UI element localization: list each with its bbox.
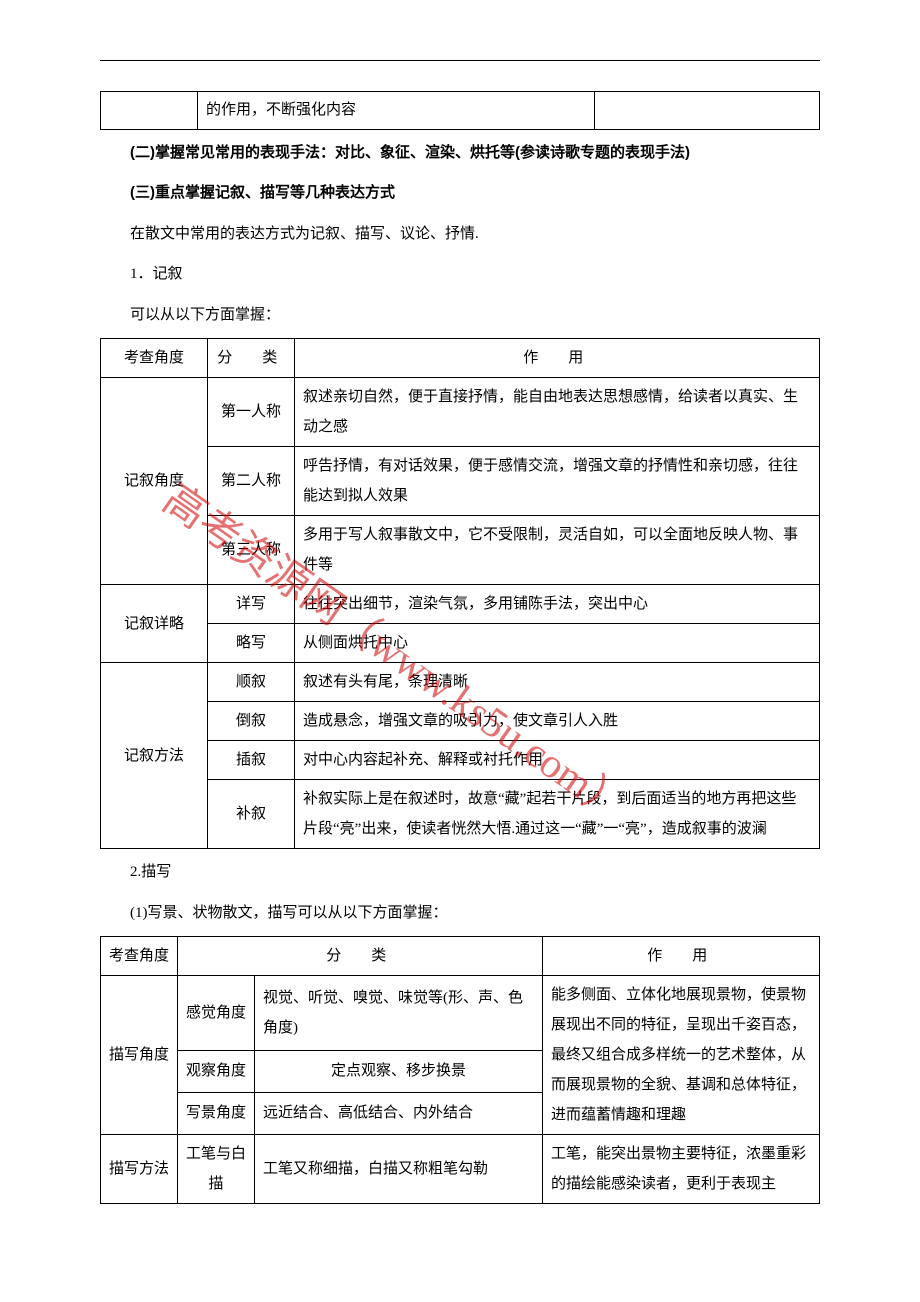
table-description: 考查角度 分 类 作 用 描写角度 感觉角度 视觉、听觉、嗅觉、味觉等(形、声、… xyxy=(100,936,820,1204)
table-header-row: 考查角度 分 类 作 用 xyxy=(101,339,820,378)
cell-angle: 描写角度 xyxy=(101,976,178,1135)
document-page: 高考资源网（www.ks5u.com） 的作用，不断强化内容 (二)掌握常见常用… xyxy=(0,0,920,1244)
cell-type: 略写 xyxy=(208,624,295,663)
section-1-title: 1．记叙 xyxy=(100,257,820,292)
cell-type: 定点观察、移步换景 xyxy=(255,1050,543,1092)
section-2-title: 2.描写 xyxy=(100,855,820,890)
table-row: 第三人称 多用于写人叙事散文中，它不受限制，灵活自如，可以全面地反映人物、事件等 xyxy=(101,516,820,585)
col-angle: 考查角度 xyxy=(101,339,208,378)
col-type: 分 类 xyxy=(208,339,295,378)
cell-angle: 记叙方法 xyxy=(101,663,208,849)
cell-type: 第三人称 xyxy=(208,516,295,585)
cell-use: 往往突出细节，渲染气氛，多用铺陈手法，突出中心 xyxy=(295,585,820,624)
cell-type: 详写 xyxy=(208,585,295,624)
cell-use: 叙述亲切自然，便于直接抒情，能自由地表达思想感情，给读者以真实、生动之感 xyxy=(295,378,820,447)
cell-angle: 记叙详略 xyxy=(101,585,208,663)
cell-sub: 感觉角度 xyxy=(178,976,255,1051)
cell-empty xyxy=(595,92,820,130)
cell-type: 倒叙 xyxy=(208,702,295,741)
cell-type: 远近结合、高低结合、内外结合 xyxy=(255,1092,543,1134)
cell-use: 造成悬念，增强文章的吸引力，使文章引人入胜 xyxy=(295,702,820,741)
cell-use: 补叙实际上是在叙述时，故意“藏”起若干片段，到后面适当的地方再把这些片段“亮”出… xyxy=(295,780,820,849)
heading-three: (三)重点掌握记叙、描写等几种表达方式 xyxy=(100,176,820,211)
table-row: 倒叙 造成悬念，增强文章的吸引力，使文章引人入胜 xyxy=(101,702,820,741)
cell-use: 对中心内容起补充、解释或衬托作用 xyxy=(295,741,820,780)
cell-type: 补叙 xyxy=(208,780,295,849)
cell-type: 第一人称 xyxy=(208,378,295,447)
col-angle: 考查角度 xyxy=(101,937,178,976)
cell-type: 顺叙 xyxy=(208,663,295,702)
cell-sub: 观察角度 xyxy=(178,1050,255,1092)
fragment-table: 的作用，不断强化内容 xyxy=(100,91,820,130)
cell-type: 工笔又称细描，白描又称粗笔勾勒 xyxy=(255,1135,543,1204)
cell-use: 从侧面烘托中心 xyxy=(295,624,820,663)
table-row: 的作用，不断强化内容 xyxy=(101,92,820,130)
cell-sub: 工笔与白描 xyxy=(178,1135,255,1204)
col-use: 作 用 xyxy=(543,937,820,976)
section-1-intro: 可以从以下方面掌握： xyxy=(100,298,820,333)
cell-angle: 记叙角度 xyxy=(101,378,208,585)
heading-two: (二)掌握常见常用的表现手法：对比、象征、渲染、烘托等(参读诗歌专题的表现手法) xyxy=(100,136,820,171)
cell-sub: 写景角度 xyxy=(178,1092,255,1134)
table-row: 略写 从侧面烘托中心 xyxy=(101,624,820,663)
paragraph: 在散文中常用的表达方式为记叙、描写、议论、抒情. xyxy=(100,217,820,252)
table-row: 记叙详略 详写 往往突出细节，渲染气氛，多用铺陈手法，突出中心 xyxy=(101,585,820,624)
table-row: 描写方法 工笔与白描 工笔又称细描，白描又称粗笔勾勒 工笔，能突出景物主要特征，… xyxy=(101,1135,820,1204)
cell-use: 多用于写人叙事散文中，它不受限制，灵活自如，可以全面地反映人物、事件等 xyxy=(295,516,820,585)
section-2-intro: (1)写景、状物散文，描写可以从以下方面掌握： xyxy=(100,896,820,931)
col-type: 分 类 xyxy=(178,937,543,976)
cell-type: 第二人称 xyxy=(208,447,295,516)
table-row: 补叙 补叙实际上是在叙述时，故意“藏”起若干片段，到后面适当的地方再把这些片段“… xyxy=(101,780,820,849)
cell-angle: 描写方法 xyxy=(101,1135,178,1204)
cell-use: 能多侧面、立体化地展现景物，使景物展现出不同的特征，呈现出千姿百态，最终又组合成… xyxy=(543,976,820,1135)
table-row: 记叙角度 第一人称 叙述亲切自然，便于直接抒情，能自由地表达思想感情，给读者以真… xyxy=(101,378,820,447)
col-use: 作 用 xyxy=(295,339,820,378)
table-narration: 考查角度 分 类 作 用 记叙角度 第一人称 叙述亲切自然，便于直接抒情，能自由… xyxy=(100,338,820,849)
cell-type: 插叙 xyxy=(208,741,295,780)
table-row: 插叙 对中心内容起补充、解释或衬托作用 xyxy=(101,741,820,780)
table-row: 记叙方法 顺叙 叙述有头有尾，条理清晰 xyxy=(101,663,820,702)
table-row: 描写角度 感觉角度 视觉、听觉、嗅觉、味觉等(形、声、色角度) 能多侧面、立体化… xyxy=(101,976,820,1051)
table-row: 第二人称 呼告抒情，有对话效果，便于感情交流，增强文章的抒情性和亲切感，往往能达… xyxy=(101,447,820,516)
cell-use: 呼告抒情，有对话效果，便于感情交流，增强文章的抒情性和亲切感，往往能达到拟人效果 xyxy=(295,447,820,516)
cell-use: 叙述有头有尾，条理清晰 xyxy=(295,663,820,702)
cell-empty xyxy=(101,92,198,130)
horizontal-rule xyxy=(100,60,820,61)
cell-text: 的作用，不断强化内容 xyxy=(198,92,595,130)
table-header-row: 考查角度 分 类 作 用 xyxy=(101,937,820,976)
cell-use: 工笔，能突出景物主要特征，浓墨重彩的描绘能感染读者，更利于表现主 xyxy=(543,1135,820,1204)
cell-type: 视觉、听觉、嗅觉、味觉等(形、声、色角度) xyxy=(255,976,543,1051)
